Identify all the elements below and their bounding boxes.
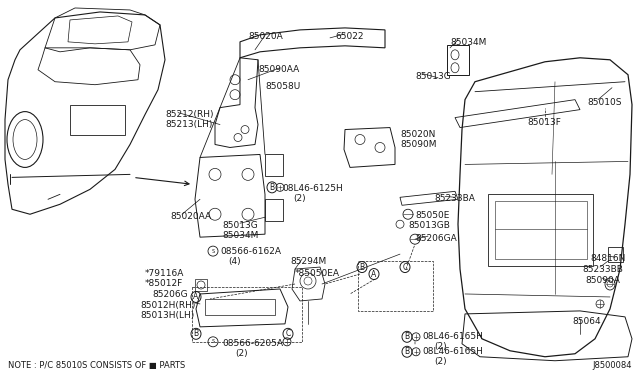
Text: 85233BA: 85233BA	[434, 194, 475, 203]
Text: 08L46-6125H: 08L46-6125H	[282, 185, 343, 193]
Text: 85013F: 85013F	[527, 118, 561, 126]
Text: J8500084: J8500084	[593, 361, 632, 370]
Text: C: C	[285, 329, 291, 338]
Text: 08L46-6165H: 08L46-6165H	[422, 347, 483, 356]
Text: B: B	[269, 183, 275, 192]
Text: A: A	[193, 292, 198, 301]
Text: 85090A: 85090A	[585, 276, 620, 285]
Text: B: B	[360, 263, 365, 272]
Text: 85020N: 85020N	[400, 129, 435, 138]
Text: *85050EA: *85050EA	[295, 269, 340, 278]
Text: 85012H(RH): 85012H(RH)	[140, 301, 195, 310]
Text: 85013GB: 85013GB	[408, 221, 450, 230]
Text: A: A	[371, 270, 376, 279]
Text: 85050E: 85050E	[415, 211, 449, 220]
Text: 84816N: 84816N	[590, 254, 625, 263]
Text: 85294M: 85294M	[290, 257, 326, 266]
Text: 85206GA: 85206GA	[415, 234, 457, 243]
Text: 85058U: 85058U	[265, 82, 300, 91]
Text: (2): (2)	[293, 194, 306, 203]
Text: 85213(LH): 85213(LH)	[165, 119, 212, 129]
Text: 85020AA: 85020AA	[170, 212, 211, 221]
Text: B: B	[193, 329, 198, 338]
Text: B: B	[404, 347, 410, 356]
Text: C: C	[403, 263, 408, 272]
Text: 08566-6205A: 08566-6205A	[222, 339, 283, 348]
Text: 85034M: 85034M	[222, 231, 259, 240]
Text: 85090M: 85090M	[400, 140, 436, 148]
Text: *79116A: *79116A	[145, 269, 184, 278]
Text: (2): (2)	[434, 357, 447, 366]
Text: B: B	[404, 332, 410, 341]
Text: (2): (2)	[235, 349, 248, 358]
Text: *85012F: *85012F	[145, 279, 183, 288]
Text: 65022: 65022	[335, 32, 364, 41]
Text: 85013H(LH): 85013H(LH)	[140, 311, 195, 320]
Text: 85013G: 85013G	[415, 72, 451, 81]
Text: 85010S: 85010S	[587, 98, 621, 107]
Text: 85064: 85064	[572, 317, 600, 326]
Text: NOTE : P/C 85010S CONSISTS OF ■ PARTS: NOTE : P/C 85010S CONSISTS OF ■ PARTS	[8, 361, 185, 370]
Text: S: S	[211, 248, 214, 254]
Text: 85034M: 85034M	[450, 38, 486, 47]
Text: 85212(RH): 85212(RH)	[165, 110, 214, 119]
Text: 85090AA: 85090AA	[258, 65, 300, 74]
Text: 85013G: 85013G	[222, 221, 258, 230]
Text: (4): (4)	[228, 257, 241, 266]
Text: 85233BB: 85233BB	[582, 265, 623, 274]
Text: 85020A: 85020A	[248, 32, 283, 41]
Text: 08566-6162A: 08566-6162A	[220, 247, 281, 256]
Text: 85206G: 85206G	[152, 290, 188, 299]
Text: (2): (2)	[434, 342, 447, 351]
Text: 08L46-6165H: 08L46-6165H	[422, 332, 483, 341]
Text: S: S	[211, 339, 214, 344]
